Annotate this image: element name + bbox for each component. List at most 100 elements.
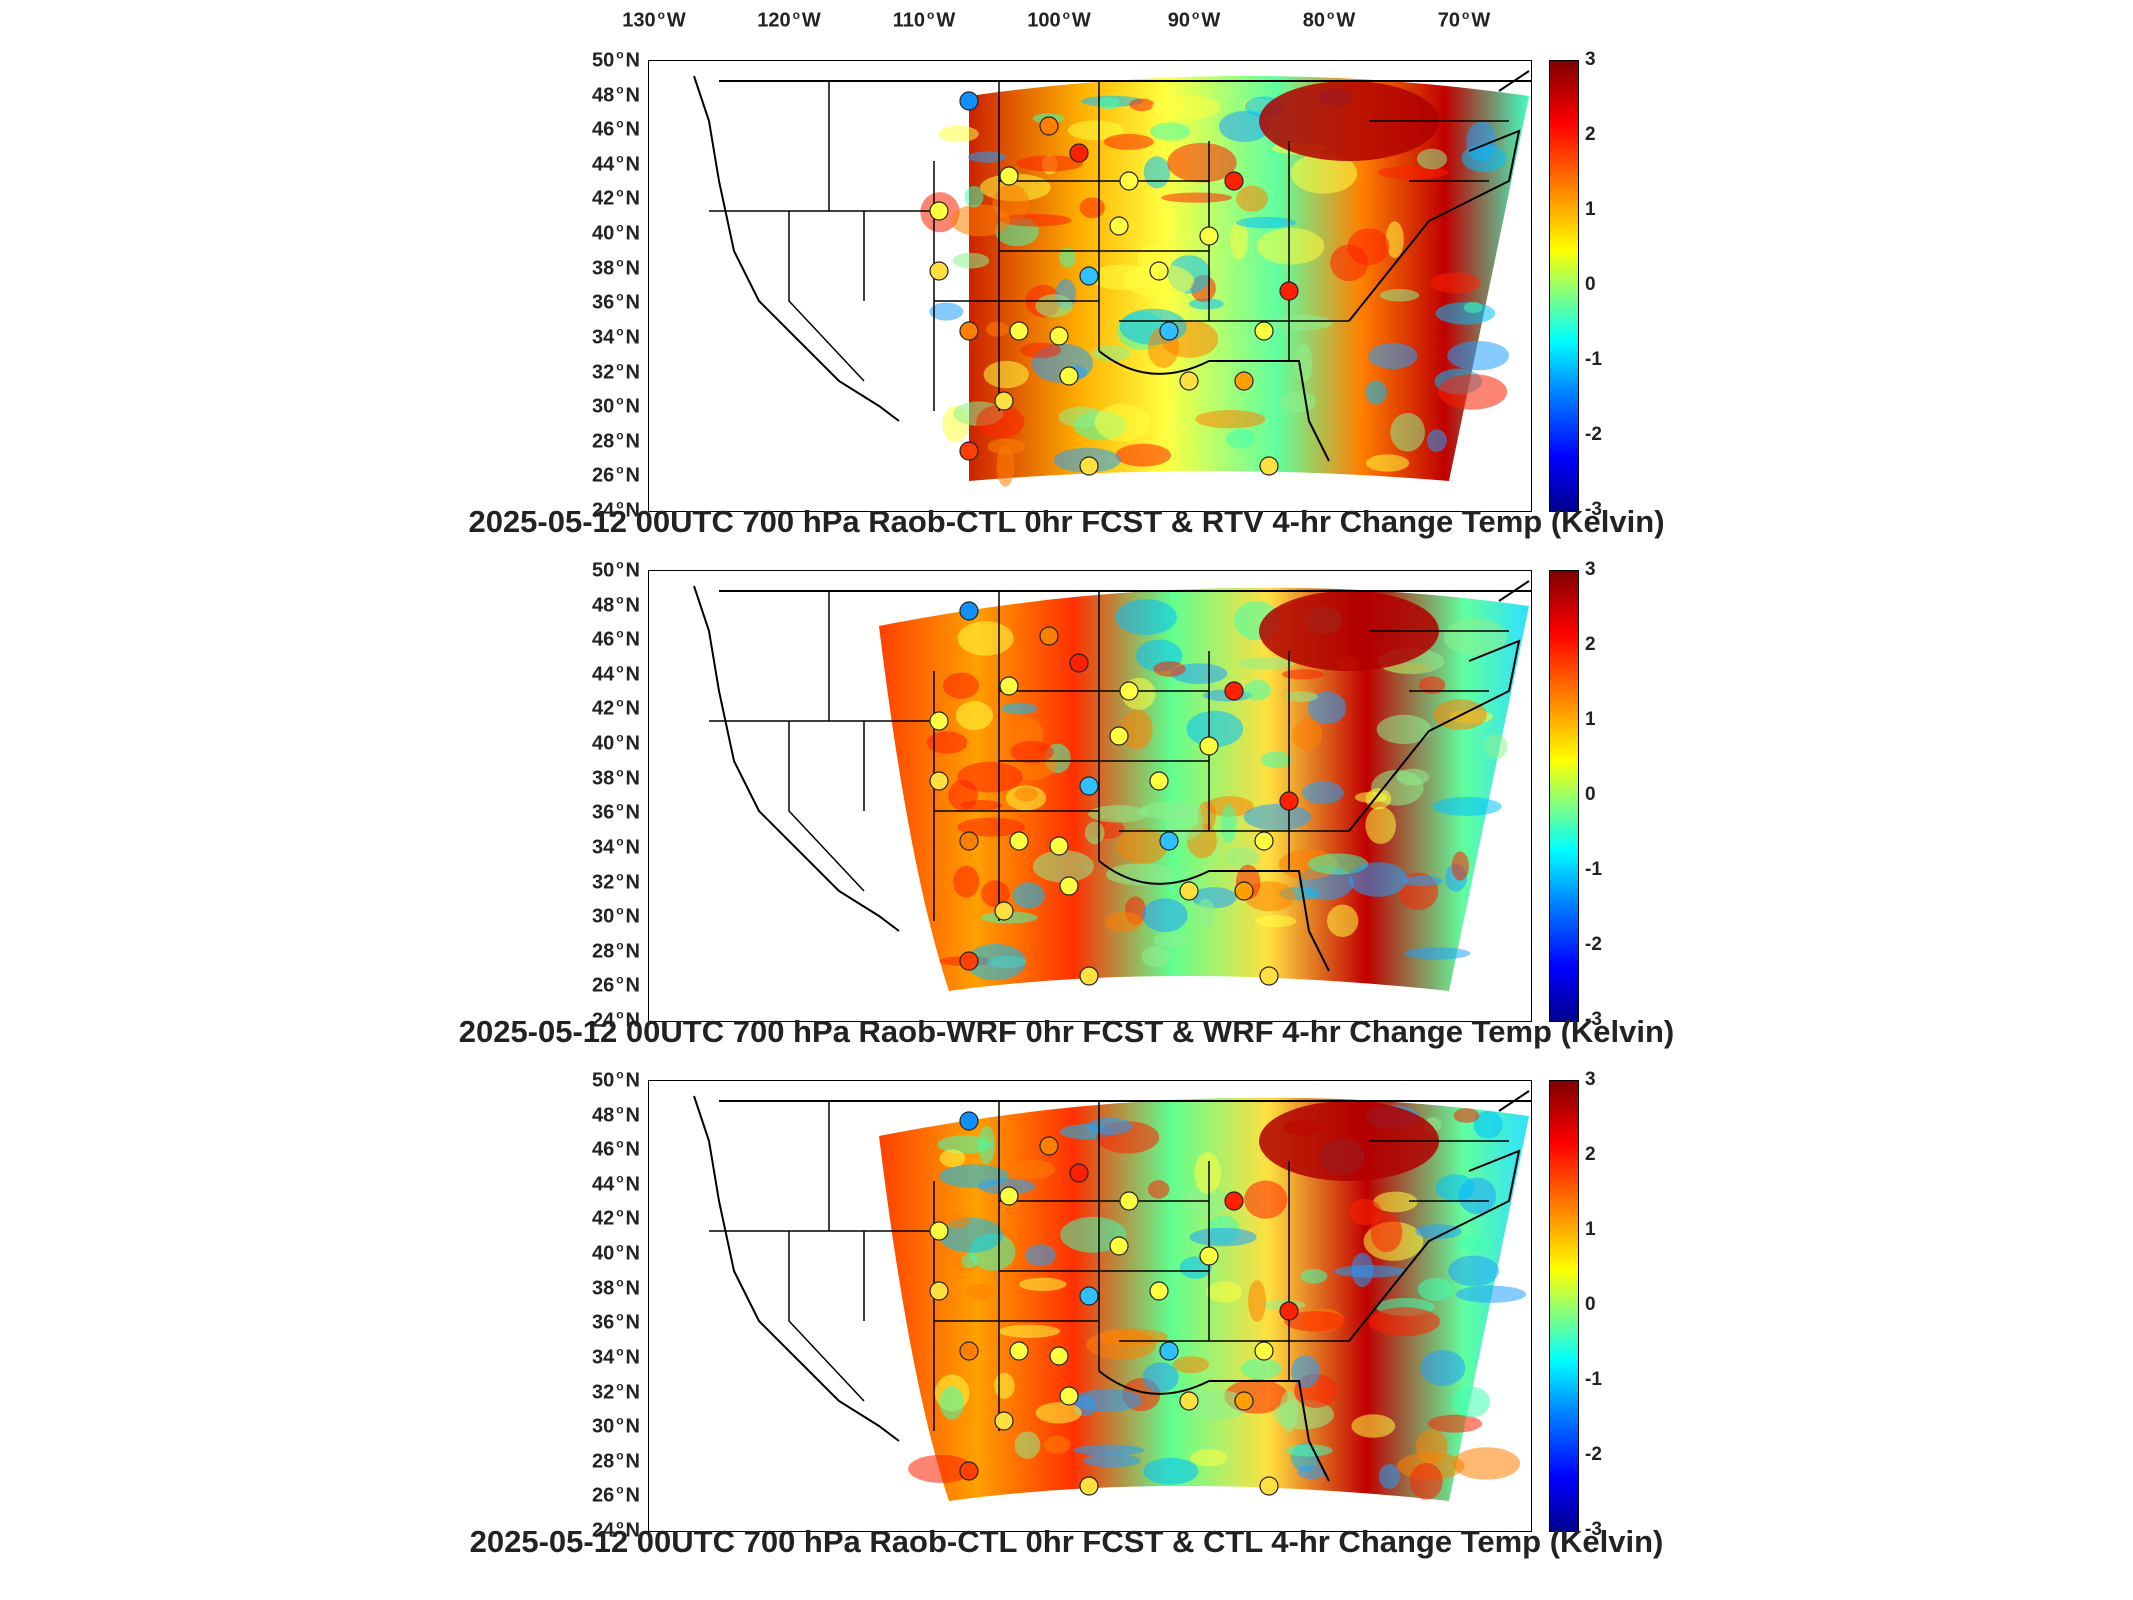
raob-station-marker <box>1179 1391 1199 1411</box>
raob-station-marker <box>959 441 979 461</box>
raob-station-marker <box>1039 626 1059 646</box>
raob-station-marker <box>1279 791 1299 811</box>
lon-label: 80 o W <box>1302 8 1356 32</box>
raob-station-marker <box>959 91 979 111</box>
raob-station-marker <box>1069 653 1089 673</box>
raob-station-marker <box>1234 371 1254 391</box>
raob-station-marker <box>929 261 949 281</box>
raob-station-marker <box>959 601 979 621</box>
lat-label: 50 o N <box>591 47 640 72</box>
lat-label: 44 o N <box>591 661 640 686</box>
raob-station-marker <box>959 951 979 971</box>
raob-station-marker <box>1109 1236 1129 1256</box>
temperature-map <box>648 60 1532 512</box>
lon-label: 120 o W <box>757 8 821 32</box>
lat-label: 30 o N <box>591 903 640 928</box>
panel-title: 2025-05-12 00UTC 700 hPa Raob-WRF 0hr FC… <box>458 1014 1675 1049</box>
raob-station-marker <box>1079 266 1099 286</box>
lon-label: 100 o W <box>1027 8 1091 32</box>
raob-station-marker <box>1254 321 1274 341</box>
lat-label: 28 o N <box>591 428 640 453</box>
lat-label: 36 o N <box>591 799 640 824</box>
raob-station-marker <box>1069 1163 1089 1183</box>
raob-station-marker <box>994 1411 1014 1431</box>
lat-label: 48 o N <box>591 82 640 106</box>
raob-station-marker <box>1259 966 1279 986</box>
raob-station-marker <box>1049 1346 1069 1366</box>
raob-station-marker <box>1069 143 1089 163</box>
lat-label: 38 o N <box>591 765 640 790</box>
lat-label: 28 o N <box>591 1448 640 1473</box>
colorbar-tick-label: -3 <box>1585 499 1602 520</box>
temperature-map <box>648 570 1532 1022</box>
raob-station-marker <box>1149 261 1169 281</box>
raob-station-marker <box>1039 1136 1059 1156</box>
raob-station-marker <box>1199 1246 1219 1266</box>
raob-station-marker <box>929 771 949 791</box>
raob-station-marker <box>1109 216 1129 236</box>
lat-label: 46 o N <box>591 1136 640 1161</box>
colorbar-tick-label: 3 <box>1585 559 1596 580</box>
colorbar-tick-label: -2 <box>1585 1444 1602 1465</box>
colorbar-tick-label: -1 <box>1585 349 1602 370</box>
raob-station-marker <box>1234 1391 1254 1411</box>
raob-station-marker <box>959 1341 979 1361</box>
colorbar-tick-label: -3 <box>1585 1009 1602 1030</box>
raob-station-marker <box>1079 1476 1099 1496</box>
panel-title: 2025-05-12 00UTC 700 hPa Raob-CTL 0hr FC… <box>468 504 1665 539</box>
raob-station-marker <box>1234 881 1254 901</box>
lat-label: 40 o N <box>591 220 640 245</box>
lat-label: 34 o N <box>591 834 640 859</box>
raob-station-marker <box>1279 281 1299 301</box>
raob-station-marker <box>929 711 949 731</box>
raob-station-marker <box>1179 881 1199 901</box>
raob-station-marker <box>929 1281 949 1301</box>
raob-station-marker <box>1149 1281 1169 1301</box>
raob-station-marker <box>999 166 1019 186</box>
lat-label: 30 o N <box>591 1413 640 1438</box>
lat-label: 50 o N <box>591 1067 640 1092</box>
lat-label: 36 o N <box>591 1309 640 1334</box>
raob-station-marker <box>1119 171 1139 191</box>
lat-label: 48 o N <box>591 1102 640 1126</box>
raob-station-marker <box>994 391 1014 411</box>
raob-station-marker <box>929 1221 949 1241</box>
raob-station-marker <box>1279 1301 1299 1321</box>
lat-label: 28 o N <box>591 938 640 963</box>
raob-station-marker <box>1224 681 1244 701</box>
raob-station-marker <box>1149 771 1169 791</box>
colorbar-tick-label: 0 <box>1585 784 1596 805</box>
lat-label: 24 o N <box>591 497 640 522</box>
colorbar <box>1549 570 1579 1022</box>
raob-station-marker <box>1199 226 1219 246</box>
lat-label: 40 o N <box>591 730 640 755</box>
raob-station-marker <box>994 901 1014 921</box>
raob-station-marker <box>1159 321 1179 341</box>
lat-label: 50 o N <box>591 557 640 582</box>
raob-station-marker <box>959 1461 979 1481</box>
raob-station-marker <box>1079 1286 1099 1306</box>
colorbar-tick-label: 3 <box>1585 1069 1596 1090</box>
lat-label: 46 o N <box>591 116 640 141</box>
raob-station-marker <box>1119 681 1139 701</box>
raob-station-marker <box>999 676 1019 696</box>
raob-station-marker <box>959 831 979 851</box>
raob-station-marker <box>1259 1476 1279 1496</box>
lon-label: 130 o W <box>622 8 686 32</box>
lat-label: 40 o N <box>591 1240 640 1265</box>
lon-label: 70 o W <box>1437 8 1491 32</box>
raob-station-marker <box>1059 876 1079 896</box>
lat-label: 48 o N <box>591 592 640 616</box>
raob-station-marker <box>1159 1341 1179 1361</box>
colorbar-tick-label: 0 <box>1585 274 1596 295</box>
lat-label: 42 o N <box>591 1206 640 1230</box>
lon-label: 90 o W <box>1167 8 1221 32</box>
colorbar <box>1549 60 1579 512</box>
raob-station-marker <box>1254 1341 1274 1361</box>
colorbar-tick-label: 1 <box>1585 709 1596 730</box>
colorbar-tick-label: -2 <box>1585 934 1602 955</box>
raob-station-marker <box>959 321 979 341</box>
raob-station-marker <box>959 1111 979 1131</box>
raob-station-marker <box>1009 831 1029 851</box>
temperature-map <box>648 1080 1532 1532</box>
